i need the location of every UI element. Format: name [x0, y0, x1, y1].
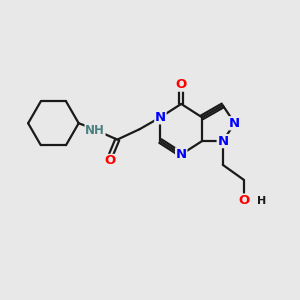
Text: N: N [229, 117, 240, 130]
Text: O: O [238, 194, 249, 207]
Text: H: H [257, 196, 266, 206]
Text: NH: NH [85, 124, 105, 137]
Text: N: N [217, 135, 228, 148]
Text: O: O [176, 78, 187, 91]
Text: N: N [176, 148, 187, 161]
Text: O: O [104, 154, 116, 167]
Text: N: N [155, 111, 166, 124]
